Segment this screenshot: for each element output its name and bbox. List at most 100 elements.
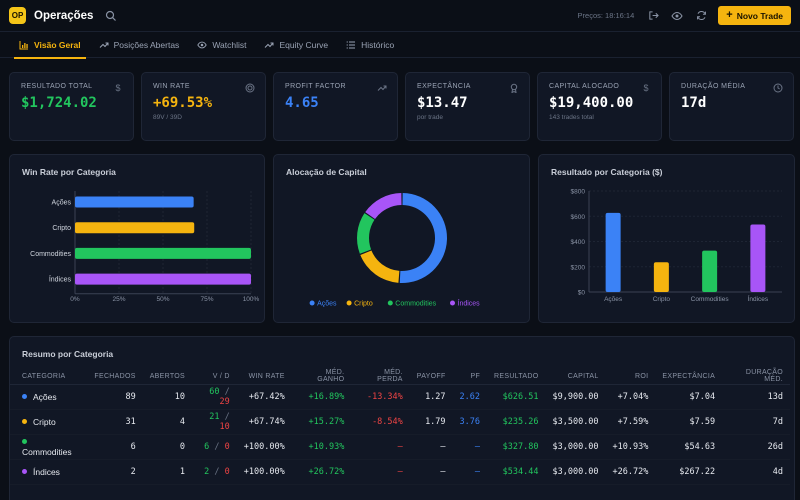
x-tick-label: Cripto: [653, 296, 671, 303]
kpi-card-capital-allocated: CAPITAL ALOCADO $ $19,400.00 143 trades …: [537, 72, 662, 141]
column-header[interactable]: EXPECTÂNCIA: [655, 369, 723, 385]
win-rate-bar: [75, 247, 251, 259]
panel-title: Alocação de Capital: [286, 167, 367, 177]
separator: /: [219, 386, 230, 397]
panel-title: Resumo por Categoria: [22, 349, 114, 359]
tab-bar: Visão Geral Posições Abertas Watchlist E…: [0, 32, 800, 59]
column-header[interactable]: CATEGORIA: [10, 369, 88, 385]
target-icon: [245, 83, 255, 93]
eye-icon[interactable]: [670, 9, 684, 23]
payoff-cell: 1.27: [409, 384, 453, 410]
profit-factor-cell: —: [452, 434, 488, 460]
separator: /: [209, 466, 225, 477]
column-header[interactable]: WIN RATE: [236, 369, 292, 385]
dollar-icon: $: [643, 83, 649, 93]
avg-gain-cell: +15.27%: [291, 409, 352, 435]
search-icon[interactable]: [105, 10, 117, 22]
profit-factor-cell: —: [452, 459, 488, 485]
column-header[interactable]: CAPITAL: [545, 369, 606, 385]
legend-dot: [450, 300, 455, 306]
donut-slice: [399, 193, 447, 283]
expectancy-cell: $7.59: [655, 409, 723, 435]
payoff-cell: 1.79: [409, 409, 453, 435]
result-cell: $235.26: [487, 409, 546, 435]
panel-capital-allocation: Alocação de Capital Ações Cripto Commoditi…: [273, 154, 530, 323]
kpi-value: $19,400.00: [549, 95, 634, 111]
losses-value: 0: [224, 441, 230, 452]
kpi-label: WIN RATE: [153, 83, 190, 90]
donut-slice: [360, 250, 400, 283]
category-dot: [22, 468, 27, 474]
list-icon: [346, 41, 356, 49]
column-header[interactable]: V / D: [192, 369, 237, 385]
table-row[interactable]: Índices 2 1 2 / 0 +100.00% +26.72% — — — $534.44 $…: [10, 459, 790, 485]
column-header[interactable]: FECHADOS: [87, 369, 143, 385]
x-tick-label: 25%: [112, 296, 125, 303]
x-tick-label: 100%: [243, 296, 260, 303]
kpi-card-expectancy: EXPECTÂNCIA $13.47 por trade: [405, 72, 530, 141]
table-row[interactable]: Ações 89 10 60 / 29 +67.42% +16.89% -13.34% 1.2…: [10, 384, 790, 410]
profit-factor-cell: 2.62: [452, 384, 488, 410]
y-tick-label: $0: [578, 290, 586, 297]
kpi-sub: por trade: [417, 114, 444, 121]
trend-up-icon: [377, 83, 387, 93]
category-dot: [22, 393, 27, 399]
table-row[interactable]: Cripto 31 4 21 / 10 +67.74% +15.27% -8.54% 1.79…: [10, 409, 790, 435]
tab-overview[interactable]: Visão Geral: [10, 32, 90, 59]
legend-dot: [387, 300, 393, 306]
column-header[interactable]: ROI: [605, 369, 656, 385]
column-header[interactable]: RESULTADO: [487, 369, 546, 385]
y-tick-label: Cripto: [52, 225, 71, 232]
result-cell: $534.44: [487, 459, 546, 485]
category-cell: Índices: [10, 459, 88, 485]
column-header[interactable]: PAYOFF: [409, 369, 453, 385]
duration-cell: 13d: [722, 384, 790, 410]
capital-cell: $3,500.00: [545, 409, 606, 435]
duration-cell: 7d: [722, 409, 790, 435]
new-trade-button[interactable]: + Novo Trade: [718, 6, 791, 25]
closed-cell: 2: [87, 459, 143, 485]
category-dot: [22, 438, 27, 444]
allocation-donut-chart: Ações Cripto Commodities Índices: [309, 193, 480, 308]
clock-icon: [773, 83, 783, 93]
kpi-value: +69.53%: [153, 95, 213, 111]
duration-cell: 26d: [722, 434, 790, 460]
legend-label: Commodities: [395, 301, 436, 308]
column-header[interactable]: DURAÇÃO MÉD.: [722, 369, 790, 385]
tab-equity-curve[interactable]: Equity Curve: [255, 32, 337, 58]
avg-loss-cell: —: [351, 434, 410, 460]
award-icon: [509, 83, 519, 94]
y-tick-label: Índices: [49, 275, 72, 284]
refresh-icon[interactable]: [694, 9, 708, 23]
open-cell: 0: [142, 434, 193, 460]
donut-slice: [357, 213, 375, 254]
category-name: Ações: [33, 391, 57, 402]
category-name: Commodities: [22, 446, 72, 457]
expectancy-cell: $267.22: [655, 459, 723, 485]
x-tick-label: 75%: [200, 296, 213, 303]
kpi-label: EXPECTÂNCIA: [417, 83, 471, 90]
tab-history[interactable]: Histórico: [337, 32, 403, 58]
column-header[interactable]: PF: [452, 369, 488, 385]
kpi-label: DURAÇÃO MÉDIA: [681, 83, 746, 90]
table-row[interactable]: Commodities 6 0 6 / 0 +100.00% +10.93% — — — $327…: [10, 434, 790, 460]
table-body: Ações 89 10 60 / 29 +67.42% +16.89% -13.34% 1.2…: [10, 384, 790, 485]
app-logo: OP: [9, 7, 26, 24]
panel-result-by-category: Resultado por Categoria ($) $0 $200 $400 $6…: [538, 154, 795, 323]
tab-open-positions[interactable]: Posições Abertas: [90, 32, 189, 58]
column-header[interactable]: MÉD. PERDA: [351, 369, 410, 385]
kpi-card-profit-factor: PROFIT FACTOR 4.65: [273, 72, 398, 141]
y-tick-label: $600: [571, 214, 586, 221]
column-header[interactable]: ABERTOS: [142, 369, 193, 385]
category-name: Índices: [33, 466, 60, 477]
panel-title: Win Rate por Categoria: [22, 167, 116, 177]
kpi-value: 17d: [681, 95, 707, 111]
kpi-sub: 143 trades total: [549, 114, 594, 121]
result-bar: [653, 262, 669, 292]
win-rate-chart: 0% 25% 50% 75% 100% Ações Cripto Commodities Índ…: [30, 191, 260, 303]
tab-watchlist[interactable]: Watchlist: [188, 32, 255, 58]
category-cell: Ações: [10, 384, 88, 410]
logout-icon[interactable]: [646, 9, 660, 23]
win-loss-cell: 21 / 10: [192, 409, 237, 435]
column-header[interactable]: MÉD. GANHO: [291, 369, 352, 385]
